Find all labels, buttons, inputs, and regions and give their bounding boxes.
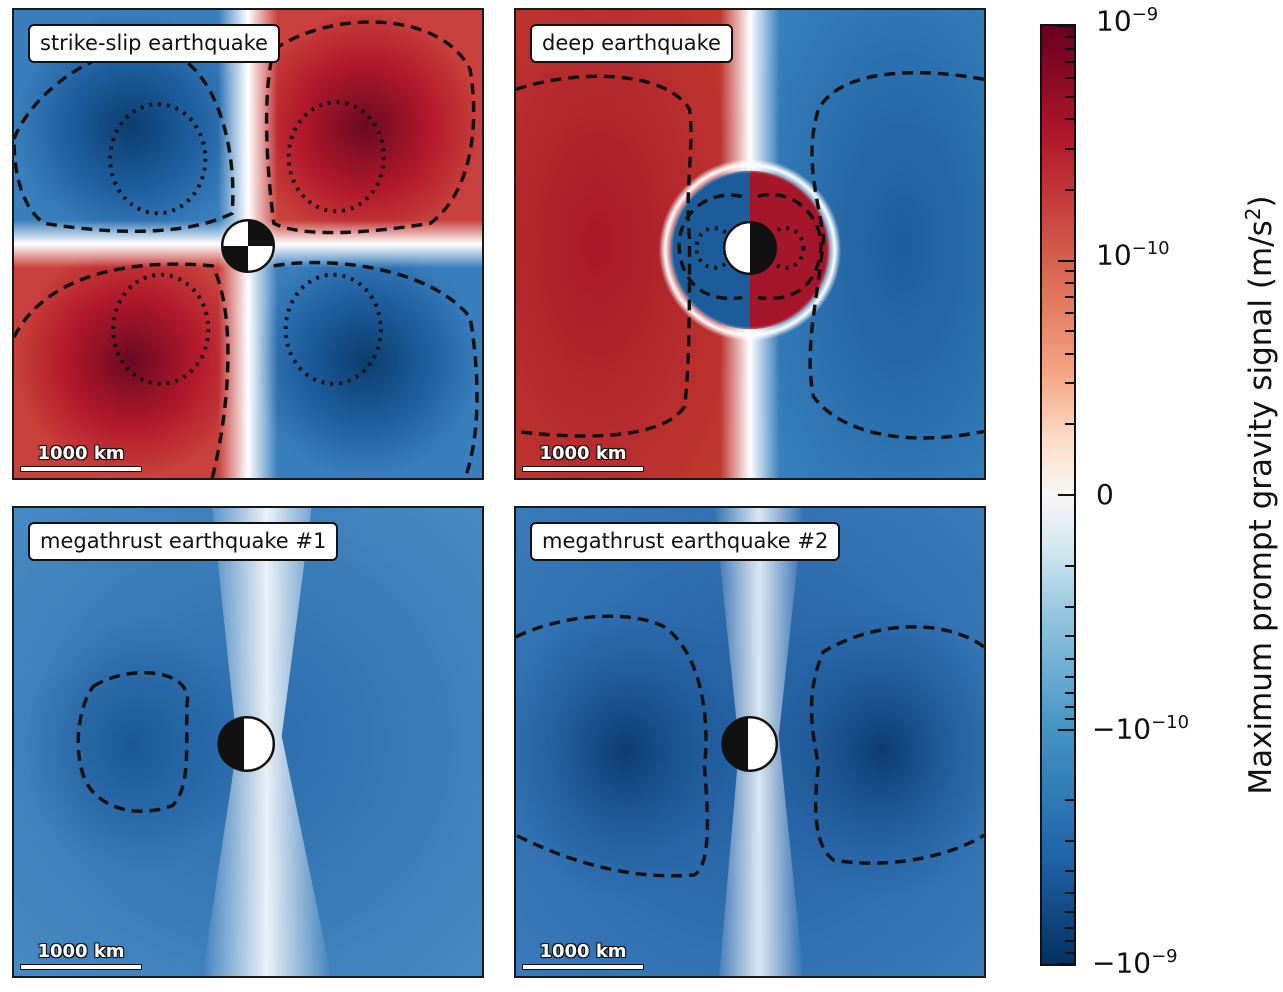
colorbar-tick-label-5: −10−9 bbox=[1092, 946, 1178, 980]
beachball-icon bbox=[220, 218, 276, 274]
colorbar-axis-title: Maximum prompt gravity signal (m/s2) bbox=[1240, 195, 1280, 795]
colorbar-minor-tick bbox=[1065, 676, 1074, 679]
colorbar-minor-tick bbox=[1065, 47, 1074, 50]
lobe-bottom-left bbox=[14, 244, 248, 478]
panel-deep: deep earthquake 1000 km bbox=[514, 8, 986, 480]
heatmap-deep bbox=[516, 10, 984, 478]
scale-bar: 1000 km bbox=[522, 942, 644, 970]
scale-bar: 1000 km bbox=[20, 942, 142, 970]
contour-lines-dashed bbox=[516, 614, 984, 878]
beachball-icon bbox=[721, 715, 779, 772]
colorbar-minor-tick bbox=[1065, 705, 1074, 708]
panel-title: strike-slip earthquake bbox=[28, 24, 280, 63]
colorbar-minor-tick bbox=[1065, 564, 1074, 567]
colorbar-minor-tick bbox=[1065, 657, 1074, 660]
colorbar-minor-tick bbox=[1065, 330, 1074, 333]
colorbar-major-tick bbox=[1058, 25, 1074, 27]
scale-bar-line bbox=[20, 466, 142, 472]
colorbar-minor-tick bbox=[1065, 77, 1074, 80]
scale-bar-label: 1000 km bbox=[37, 941, 125, 962]
lobe-bottom-right bbox=[248, 244, 482, 478]
colorbar-minor-tick bbox=[1065, 118, 1074, 121]
colorbar-major-tick bbox=[1058, 259, 1074, 262]
colorbar-minor-tick bbox=[1065, 35, 1074, 38]
colorbar-minor-tick bbox=[1065, 799, 1074, 802]
colorbar-minor-tick bbox=[1065, 892, 1074, 895]
colorbar-tick-label-3: 0 bbox=[1096, 478, 1114, 511]
colorbar-minor-tick bbox=[1065, 61, 1074, 64]
colorbar bbox=[1040, 24, 1076, 966]
heatmap-megathrust-1 bbox=[14, 508, 482, 976]
contour-lines-dotted bbox=[108, 100, 386, 386]
scale-bar: 1000 km bbox=[522, 444, 644, 472]
lobe-left bbox=[23, 617, 243, 875]
colorbar-minor-tick bbox=[1065, 605, 1074, 608]
panel-megathrust-1: megathrust earthquake #1 1000 km bbox=[12, 506, 484, 978]
colorbar-minor-tick bbox=[1065, 423, 1074, 426]
panel-megathrust-2: megathrust earthquake #2 1000 km bbox=[514, 506, 986, 978]
colorbar-minor-tick bbox=[1065, 311, 1074, 314]
scale-bar: 1000 km bbox=[20, 444, 142, 472]
scale-bar-label: 1000 km bbox=[37, 443, 125, 464]
colorbar-major-tick bbox=[1058, 728, 1074, 731]
colorbar-minor-tick bbox=[1065, 692, 1074, 695]
colorbar-tick-label-2: 10−10 bbox=[1096, 238, 1170, 272]
colorbar-minor-tick bbox=[1065, 840, 1074, 843]
beachball-icon bbox=[217, 715, 276, 772]
colorbar-minor-tick bbox=[1065, 147, 1074, 150]
colorbar-minor-tick bbox=[1065, 352, 1074, 355]
colorbar-minor-tick bbox=[1065, 940, 1074, 943]
heatmap-megathrust-2 bbox=[516, 508, 984, 976]
colorbar-minor-tick bbox=[1065, 926, 1074, 929]
colorbar-minor-tick bbox=[1065, 95, 1074, 98]
scale-bar-label: 1000 km bbox=[539, 941, 627, 962]
colorbar-minor-tick bbox=[1065, 952, 1074, 955]
scale-bar-line bbox=[20, 964, 142, 970]
beachball-icon bbox=[722, 220, 778, 275]
colorbar-tick-label-4: −10−10 bbox=[1092, 712, 1190, 746]
colorbar-minor-tick bbox=[1065, 717, 1074, 720]
colorbar-minor-tick bbox=[1065, 295, 1074, 298]
scale-bar-line bbox=[522, 466, 644, 472]
colorbar-minor-tick bbox=[1065, 382, 1074, 385]
contour-lines-dashed bbox=[516, 70, 984, 440]
colorbar-minor-tick bbox=[1065, 270, 1074, 273]
colorbar-minor-tick bbox=[1065, 188, 1074, 191]
colorbar-tick-label-1: 10−9 bbox=[1096, 4, 1159, 38]
panel-strike-slip: strike-slip earthquake 1000 km bbox=[12, 8, 484, 480]
colorbar-major-tick bbox=[1058, 963, 1074, 965]
lobe-top-right bbox=[248, 10, 482, 244]
colorbar-major-tick bbox=[1058, 494, 1074, 496]
panel-title: deep earthquake bbox=[530, 24, 733, 63]
colorbar-minor-tick bbox=[1065, 910, 1074, 913]
scale-bar-label: 1000 km bbox=[539, 443, 627, 464]
scale-bar-line bbox=[522, 964, 644, 970]
panel-title: megathrust earthquake #1 bbox=[28, 522, 339, 561]
colorbar-minor-tick bbox=[1065, 282, 1074, 285]
contour-line-dashed bbox=[76, 670, 190, 814]
heatmap-strike-slip bbox=[14, 10, 482, 478]
panel-title: megathrust earthquake #2 bbox=[530, 522, 841, 561]
lobe-left bbox=[516, 602, 754, 900]
colorbar-minor-tick bbox=[1065, 635, 1074, 638]
colorbar-minor-tick bbox=[1065, 869, 1074, 872]
lobe-right bbox=[754, 602, 984, 900]
